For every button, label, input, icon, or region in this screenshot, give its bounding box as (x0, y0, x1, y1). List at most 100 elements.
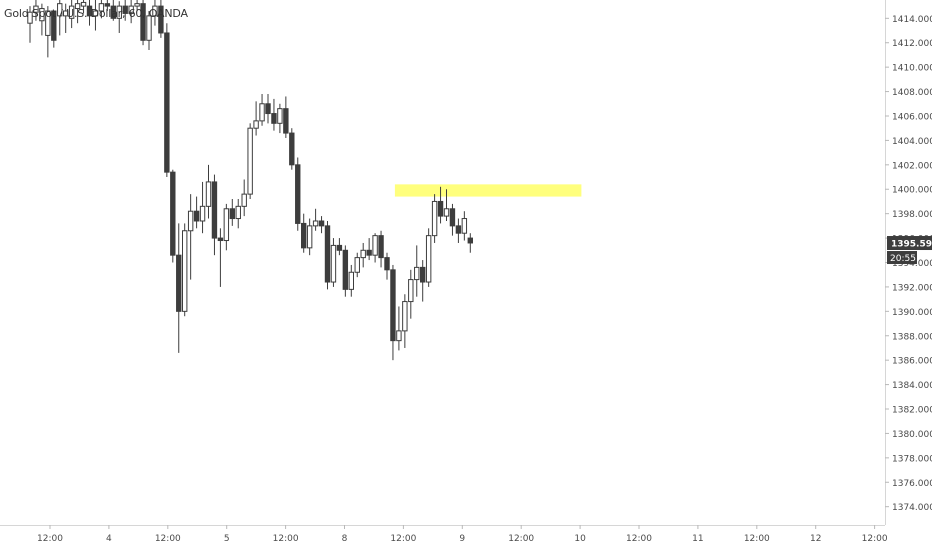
candle[interactable] (259, 94, 265, 126)
candle[interactable] (158, 0, 164, 38)
candle[interactable] (187, 194, 194, 280)
candle[interactable] (170, 169, 176, 263)
candle[interactable] (301, 213, 307, 253)
candle[interactable] (414, 245, 420, 297)
candle[interactable] (372, 233, 378, 263)
time-tick-label: 12:00 (273, 534, 299, 544)
candle-body (384, 257, 390, 271)
candle[interactable] (366, 238, 372, 261)
candle[interactable] (336, 238, 343, 256)
candle[interactable] (396, 306, 402, 351)
candle[interactable] (80, 0, 87, 14)
candle[interactable] (283, 96, 289, 138)
candle[interactable] (360, 242, 366, 268)
candle[interactable] (420, 260, 426, 302)
price-axis[interactable]: 1414.000 1412.000 1410.000 1408.000 1406.000… (885, 0, 932, 525)
candle[interactable] (92, 0, 99, 31)
candle[interactable] (443, 189, 450, 221)
candle-body (324, 225, 331, 283)
candle[interactable] (122, 0, 128, 21)
candle[interactable] (33, 0, 39, 21)
time-tick-label: 4 (106, 534, 112, 544)
candle[interactable] (140, 0, 146, 46)
candle[interactable] (277, 103, 283, 134)
last-price-label: 1395.596 (891, 240, 932, 250)
time-tick-label: 8 (342, 534, 348, 544)
candle-body (289, 132, 295, 166)
candle[interactable] (449, 203, 456, 236)
candle[interactable] (193, 196, 200, 229)
candle[interactable] (342, 245, 349, 297)
candle[interactable] (217, 228, 224, 287)
candle[interactable] (253, 101, 259, 136)
candle[interactable] (324, 220, 331, 290)
candle[interactable] (306, 218, 313, 256)
candle[interactable] (402, 294, 408, 348)
candle-body (241, 193, 247, 207)
candle[interactable] (241, 179, 247, 217)
candle[interactable] (205, 164, 212, 219)
candle[interactable] (116, 1, 122, 33)
price-tick-label: 1398.000 (892, 210, 932, 220)
candle[interactable] (330, 238, 337, 287)
candle[interactable] (271, 98, 277, 131)
candle[interactable] (378, 230, 384, 268)
candle-body (92, 10, 99, 17)
candle[interactable] (348, 264, 355, 297)
candle[interactable] (152, 0, 158, 26)
candle[interactable] (104, 0, 111, 11)
candle[interactable] (437, 186, 444, 224)
candle[interactable] (86, 0, 93, 26)
candle[interactable] (235, 199, 241, 229)
candle[interactable] (265, 94, 271, 124)
candle-body (211, 181, 218, 239)
candle-body (467, 237, 474, 244)
candle[interactable] (39, 3, 45, 36)
candle[interactable] (318, 216, 325, 234)
candle[interactable] (247, 123, 253, 200)
candle-body (128, 5, 134, 14)
candle[interactable] (27, 6, 33, 43)
candle[interactable] (68, 0, 75, 29)
time-tick-label: 12:00 (37, 534, 63, 544)
candle[interactable] (211, 174, 218, 256)
candle[interactable] (51, 10, 57, 48)
candle[interactable] (312, 208, 319, 231)
candle-body (45, 10, 51, 36)
candle[interactable] (199, 181, 206, 234)
candle[interactable] (390, 264, 396, 361)
candle[interactable] (425, 228, 432, 287)
candle-body (449, 208, 456, 227)
resistance-zone[interactable] (394, 184, 582, 197)
candle[interactable] (408, 269, 414, 319)
candle[interactable] (461, 211, 468, 241)
candle[interactable] (110, 0, 116, 21)
candle[interactable] (57, 0, 63, 36)
candle[interactable] (128, 0, 134, 24)
candle-body (265, 103, 271, 115)
candle[interactable] (63, 3, 69, 33)
candle[interactable] (467, 233, 474, 253)
candle[interactable] (164, 23, 170, 178)
candle[interactable] (182, 223, 188, 317)
candle-body (104, 3, 111, 7)
candle[interactable] (295, 157, 301, 231)
candle[interactable] (74, 0, 81, 24)
time-axis[interactable]: 12:00 4 12:00 5 12:00 8 12:00 9 12:00 10 12:00 11 12… (0, 525, 888, 544)
candle[interactable] (176, 223, 182, 353)
candle[interactable] (354, 252, 360, 278)
candle[interactable] (431, 194, 438, 243)
candle-body (277, 108, 283, 124)
candle[interactable] (98, 0, 105, 19)
candle[interactable] (455, 218, 462, 243)
candle[interactable] (229, 199, 236, 226)
candle[interactable] (384, 252, 390, 280)
candle[interactable] (134, 0, 140, 11)
candle[interactable] (223, 203, 230, 251)
price-tick-label: 1378.000 (892, 454, 932, 464)
candle[interactable] (45, 6, 51, 58)
candle[interactable] (146, 10, 152, 51)
candle[interactable] (289, 128, 295, 170)
